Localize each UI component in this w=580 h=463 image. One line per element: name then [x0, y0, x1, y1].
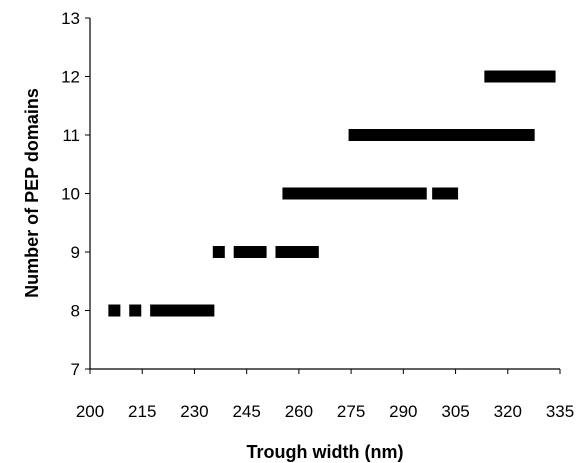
x-tick-label: 290 [389, 402, 417, 421]
x-tick-label: 305 [441, 402, 469, 421]
data-point [108, 304, 121, 317]
y-axis-ticks: 7 8 9 10 11 12 13 [61, 9, 90, 379]
x-tick-label: 320 [494, 402, 522, 421]
data-point [129, 304, 142, 317]
x-tick-label: 335 [546, 402, 574, 421]
x-axis-title: Trough width (nm) [247, 442, 404, 462]
data-point [522, 129, 535, 141]
data-point [299, 187, 312, 200]
data-point [414, 187, 427, 200]
x-axis-ticks: 200 215 230 245 260 275 290 305 320 335 [76, 369, 574, 421]
y-tick-label: 8 [71, 302, 80, 321]
x-tick-label: 275 [337, 402, 365, 421]
x-tick-label: 230 [180, 402, 208, 421]
y-tick-label: 12 [61, 68, 80, 87]
data-point [202, 304, 215, 317]
x-tick-label: 260 [285, 402, 313, 421]
data-point [446, 187, 459, 200]
y-axis-title: Number of PEP domains [22, 88, 42, 298]
data-point [212, 246, 225, 258]
x-tick-label: 215 [128, 402, 156, 421]
data-markers [108, 70, 556, 317]
y-tick-label: 13 [61, 9, 80, 28]
data-point [306, 246, 319, 258]
y-tick-label: 11 [62, 126, 80, 145]
x-tick-label: 200 [76, 402, 104, 421]
x-tick-label: 245 [232, 402, 260, 421]
data-point [254, 246, 267, 258]
y-tick-label: 7 [71, 360, 80, 379]
y-tick-label: 10 [61, 185, 80, 204]
y-tick-label: 9 [71, 243, 80, 262]
data-point [543, 70, 556, 83]
